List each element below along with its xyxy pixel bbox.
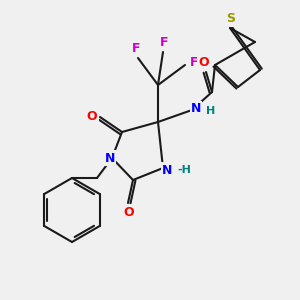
Text: O: O: [124, 206, 134, 218]
Text: O: O: [199, 56, 209, 70]
Text: F: F: [132, 43, 140, 56]
Text: F: F: [190, 56, 198, 68]
Text: -H: -H: [177, 165, 191, 175]
Text: N: N: [191, 103, 201, 116]
Text: F: F: [160, 37, 168, 50]
Text: N: N: [162, 164, 172, 176]
Text: O: O: [87, 110, 97, 122]
Text: N: N: [105, 152, 115, 164]
Text: S: S: [226, 13, 236, 26]
Text: H: H: [206, 106, 215, 116]
